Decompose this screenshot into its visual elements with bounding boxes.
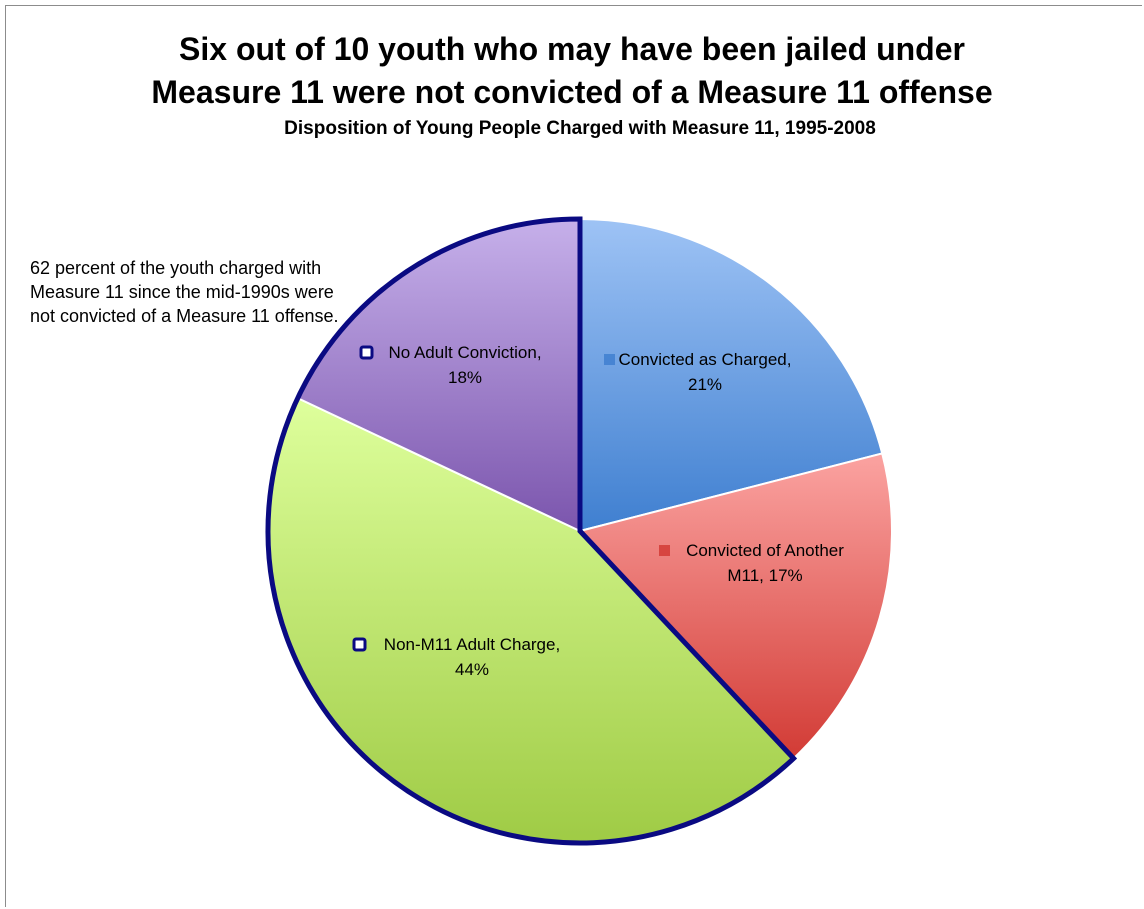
legend-marker-0: [604, 354, 615, 365]
legend-marker-3: [359, 345, 374, 360]
chart-title-line-1: Six out of 10 youth who may have been ja…: [179, 31, 965, 67]
chart-title-line-2: Measure 11 were not convicted of a Measu…: [151, 74, 993, 110]
slice-label-2: Non-M11 Adult Charge,: [384, 635, 560, 654]
legend-marker-2: [352, 637, 367, 652]
slice-value-label-1: M11, 17%: [727, 566, 802, 585]
highlight-border: [265, 216, 798, 846]
slice-label-3: No Adult Conviction,: [388, 343, 541, 362]
chart-title: Six out of 10 youth who may have been ja…: [0, 28, 1144, 114]
pie-slice-convicted-of-another-m11: [578, 452, 893, 760]
slice-label-1: Convicted of Another: [686, 541, 844, 560]
slice-value-label-2: 44%: [455, 660, 489, 679]
pie-slice-convicted-as-charged: [579, 217, 884, 533]
slice-value-label-0: 21%: [688, 375, 722, 394]
chart-subtitle: Disposition of Young People Charged with…: [284, 118, 876, 139]
chart-frame: [5, 5, 1142, 907]
slice-value-label-3: 18%: [448, 368, 482, 387]
legend-marker-1: [659, 545, 670, 556]
annotation-text: 62 percent of the youth charged with Mea…: [30, 258, 339, 326]
slice-label-0: Convicted as Charged,: [619, 350, 792, 369]
